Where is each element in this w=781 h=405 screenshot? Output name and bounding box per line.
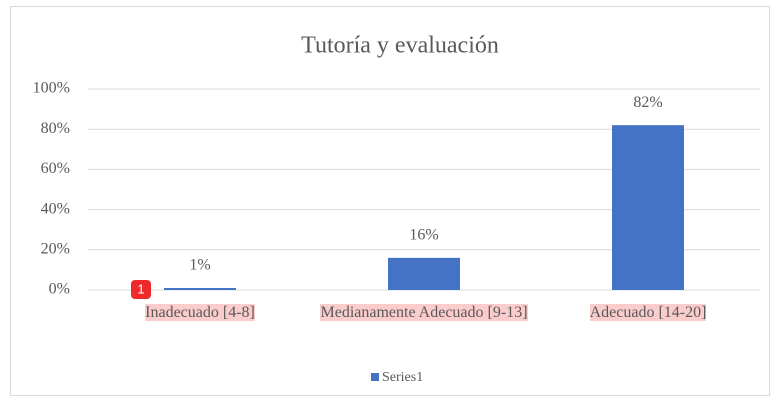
bar	[388, 257, 460, 290]
data-label: 16%	[409, 227, 438, 244]
data-label: 1%	[189, 257, 210, 274]
data-label: 82%	[633, 94, 662, 111]
legend-label: Series1	[382, 370, 423, 385]
y-tick-label: 40%	[41, 200, 70, 217]
y-tick-label: 0%	[49, 281, 70, 298]
y-tick-label: 60%	[41, 160, 70, 177]
x-tick-label: Inadecuado [4-8]	[88, 303, 312, 322]
badge-box	[131, 280, 151, 299]
x-tick-label-box: Adecuado [14-20]	[536, 303, 760, 322]
y-tick-label: 20%	[41, 240, 70, 257]
bar	[164, 287, 236, 290]
x-tick-label-text: Medianamente Adecuado [9-13]	[320, 304, 528, 321]
badge: 1	[131, 280, 151, 299]
x-tick-label-box: Inadecuado [4-8]	[88, 303, 312, 322]
bar	[612, 125, 684, 291]
x-tick-label-text: Inadecuado [4-8]	[145, 304, 255, 321]
y-tick-label: 80%	[41, 120, 70, 137]
x-tick-label-box: Medianamente Adecuado [9-13]	[312, 303, 536, 322]
x-tick-label-text: Adecuado [14-20]	[589, 304, 707, 321]
y-tick-label: 100%	[33, 80, 70, 97]
legend-swatch	[371, 373, 379, 381]
x-tick-label: Adecuado [14-20]	[536, 303, 760, 322]
chart-title: Tutoría y evaluación	[301, 33, 499, 59]
x-tick-label: Medianamente Adecuado [9-13]	[312, 303, 536, 322]
badge-label: 1	[137, 281, 144, 296]
